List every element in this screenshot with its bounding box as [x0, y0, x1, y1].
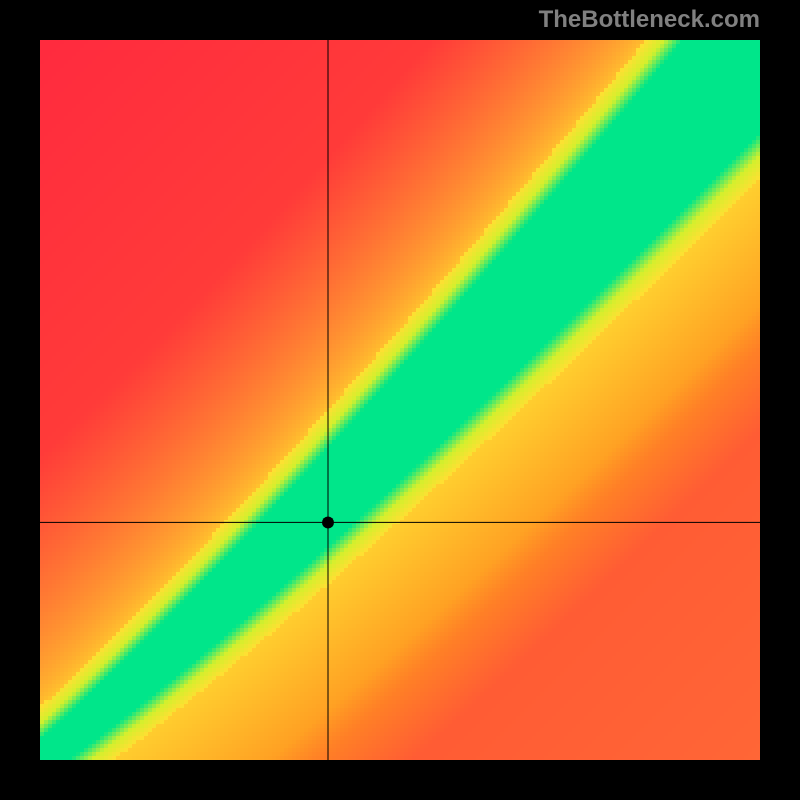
chart-container: TheBottleneck.com	[0, 0, 800, 800]
watermark-text: TheBottleneck.com	[539, 6, 760, 34]
heatmap-plot	[40, 40, 760, 760]
heatmap-canvas	[40, 40, 760, 760]
